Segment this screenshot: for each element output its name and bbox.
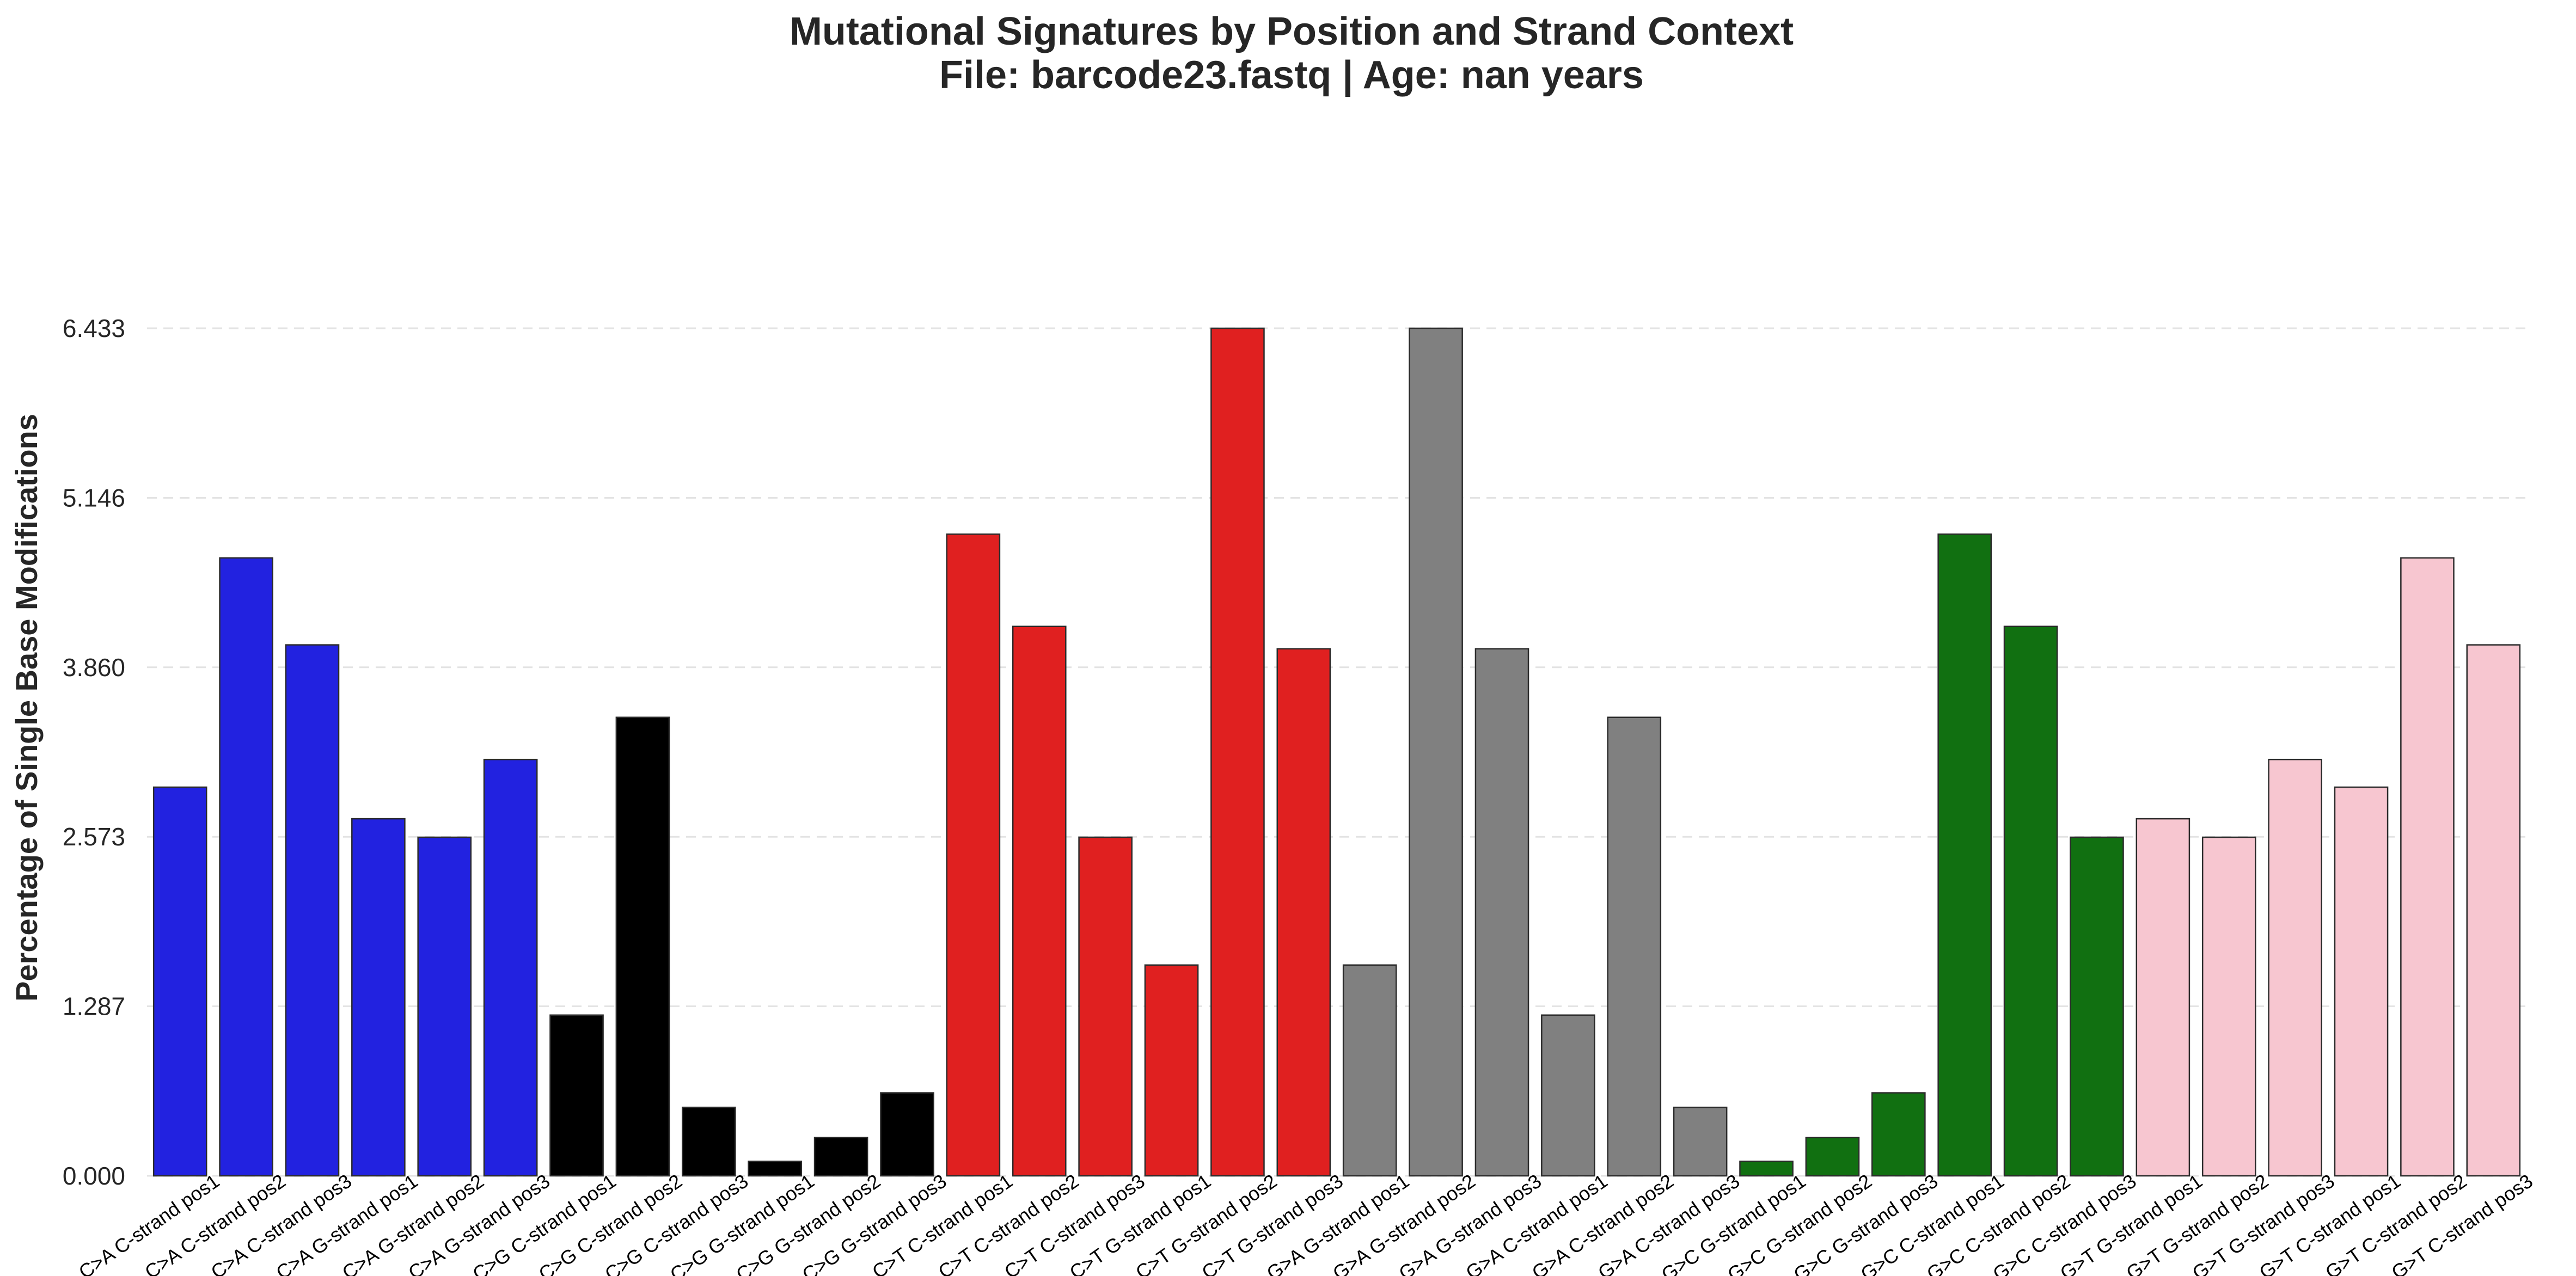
bar <box>1342 964 1397 1177</box>
bar <box>1078 836 1133 1177</box>
bar <box>1409 327 1463 1177</box>
bar <box>1474 648 1529 1177</box>
bar <box>351 818 406 1177</box>
chart-subtitle: File: barcode23.fastq | Age: nan years <box>939 53 1644 97</box>
bar <box>2201 836 2256 1177</box>
bar <box>549 1014 604 1177</box>
bar <box>813 1137 868 1177</box>
bar <box>2466 644 2521 1177</box>
bar <box>152 786 207 1177</box>
bar <box>682 1106 736 1177</box>
grid-lines <box>147 327 2526 1177</box>
bars <box>152 327 2521 1177</box>
bar <box>1607 716 1662 1177</box>
bar <box>483 758 538 1177</box>
y-tick-label: 1.287 <box>63 992 125 1021</box>
bar <box>1144 964 1199 1177</box>
bar <box>1937 533 1992 1177</box>
bar <box>1276 648 1331 1177</box>
y-tick-label: 5.146 <box>63 483 125 512</box>
y-tick-label: 6.433 <box>63 314 125 342</box>
chart-title: Mutational Signatures by Position and St… <box>790 10 1794 53</box>
bar <box>2334 786 2389 1177</box>
bar <box>1673 1106 1728 1177</box>
bar <box>2003 625 2058 1177</box>
y-axis-ticks: 0.000 1.287 2.573 3.860 5.146 6.433 <box>63 314 125 1190</box>
bar <box>2070 836 2124 1177</box>
y-tick-label: 2.573 <box>63 823 125 851</box>
bar <box>1012 625 1067 1177</box>
bar <box>2400 557 2455 1177</box>
bar <box>2268 758 2322 1177</box>
bar <box>417 836 472 1177</box>
y-axis-label: Percentage of Single Base Modifications <box>9 414 44 1002</box>
bar <box>1739 1161 1794 1177</box>
bar <box>748 1161 803 1177</box>
bar <box>1210 327 1265 1177</box>
bar <box>285 644 340 1177</box>
bar <box>1805 1137 1860 1177</box>
y-tick-label: 0.000 <box>63 1162 125 1190</box>
bar <box>880 1092 934 1177</box>
bar <box>1541 1014 1595 1177</box>
bar <box>946 533 1001 1177</box>
bar <box>219 557 273 1177</box>
bar <box>1871 1092 1926 1177</box>
bar <box>2136 818 2190 1177</box>
y-tick-label: 3.860 <box>63 653 125 682</box>
bar <box>615 716 670 1177</box>
